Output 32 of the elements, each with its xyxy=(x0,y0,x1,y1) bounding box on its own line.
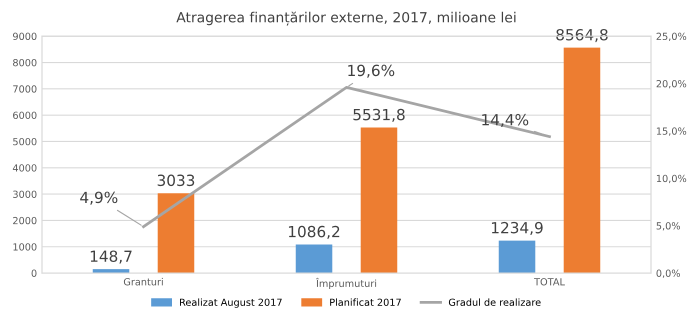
y-tick-label: 6000 xyxy=(13,112,36,119)
legend-label: Gradul de realizare xyxy=(448,298,541,306)
y-tick-label: 5000 xyxy=(13,138,36,146)
y2-tick-label: 20,0% xyxy=(656,80,686,88)
data-label: 148,7 xyxy=(90,250,132,264)
chart-title: Atragerea finanțărilor externe, 2017, milioane lei xyxy=(176,12,516,26)
y-tick-label: 0 xyxy=(32,270,36,277)
y-tick-label: 2000 xyxy=(13,216,36,224)
data-label: 5531,8 xyxy=(353,108,405,122)
y-tick-label: 1000 xyxy=(13,243,36,251)
y-tick-label: 7000 xyxy=(13,85,36,93)
x-tick-label: Împrumuturi xyxy=(316,278,376,289)
y-tick-label: 8000 xyxy=(13,58,36,66)
x-tick-label: Granturi xyxy=(124,278,163,286)
x-tick-label: TOTAL xyxy=(534,278,565,286)
y-tick-label: 4000 xyxy=(12,164,36,172)
y-tick-label: 9000 xyxy=(13,32,36,40)
data-label: 8564,8 xyxy=(556,28,608,42)
data-label: 19,6% xyxy=(348,64,394,78)
legend-label: Planificat 2017 xyxy=(330,298,401,306)
data-label: 3033 xyxy=(158,174,194,186)
data-label: 14,4% xyxy=(482,114,528,128)
y-tick-label: 3000 xyxy=(13,190,36,198)
y2-tick-label: 10,0% xyxy=(656,174,686,184)
y2-tick-label: 15,0% xyxy=(656,127,686,136)
y2-tick-label: 25,0% xyxy=(656,32,686,42)
data-label: 4,9% xyxy=(80,192,118,205)
y2-tick-label: 0,0% xyxy=(656,270,680,278)
data-label: 1086,2 xyxy=(288,226,340,239)
y2-tick-label: 5,0% xyxy=(656,222,680,231)
data-label: 1234,9 xyxy=(492,222,543,235)
legend-label: Realizat August 2017 xyxy=(180,298,282,308)
